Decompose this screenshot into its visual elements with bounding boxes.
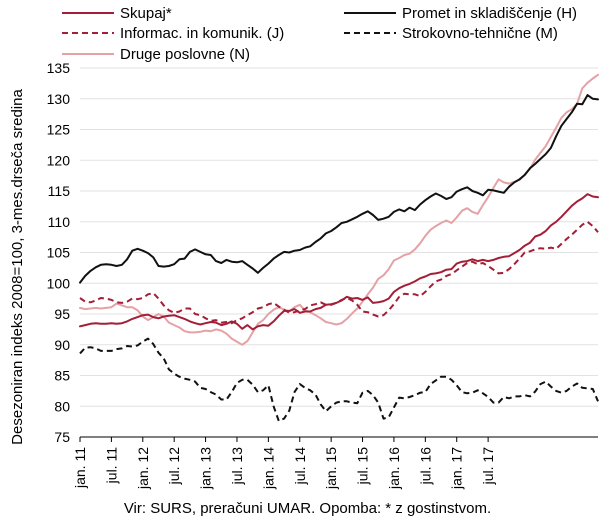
x-tick-label: jul. 14: [292, 447, 308, 486]
x-tick-label: jul. 12: [166, 447, 182, 486]
y-tick-label: 125: [47, 122, 71, 138]
x-tick-label: jan. 17: [449, 447, 465, 490]
y-tick-labels: 75 80 85 90 95 100 105 110 115 120 125 130 135: [47, 60, 71, 445]
x-tick-label: jan. 13: [198, 447, 214, 490]
x-tick-label: jan. 16: [386, 447, 402, 490]
series-line-1: [79, 94, 599, 284]
axes: [79, 436, 598, 442]
source-note: Vir: SURS, preračuni UMAR. Opomba: * z g…: [123, 500, 492, 517]
y-tick-label: 120: [47, 152, 71, 168]
y-tick-label: 90: [54, 337, 70, 353]
series-line-2: [79, 220, 599, 325]
gridlines: [80, 67, 598, 407]
series-line-4: [79, 73, 599, 346]
y-tick-label: 130: [47, 91, 71, 107]
x-tick-label: jan. 11: [72, 447, 88, 489]
x-tick-label: jan. 14: [260, 447, 276, 490]
y-axis-label: Desezoniran indeks 2008=100, 3-mes.drseč…: [9, 89, 26, 445]
x-tick-label: jul. 17: [480, 447, 496, 486]
y-tick-label: 135: [47, 60, 71, 76]
y-tick-label: 95: [54, 306, 70, 322]
legend-label: Druge poslovne (N): [120, 46, 250, 63]
legend-label: Skupaj*: [120, 5, 172, 22]
x-tick-label: jul. 13: [229, 447, 245, 486]
series-line-0: [79, 193, 599, 331]
y-tick-label: 115: [48, 183, 71, 199]
legend-label: Promet in skladiščenje (H): [402, 5, 577, 22]
y-tick-label: 105: [47, 245, 71, 261]
x-tick-label: jul. 16: [417, 447, 433, 486]
y-tick-label: 80: [54, 398, 70, 414]
x-tick-labels: jan. 11 jul. 11 jan. 12 jul. 12 jan. 13 jul. …: [72, 447, 496, 490]
x-tick-label: jul. 15: [355, 447, 371, 486]
series-layer: [79, 73, 599, 422]
y-tick-label: 110: [48, 214, 71, 230]
y-tick-label: 75: [54, 429, 70, 445]
legend-label: Strokovno-tehnične (M): [402, 25, 558, 42]
legend-label: Informac. in komunik. (J): [120, 25, 284, 42]
x-tick-label: jul. 11: [103, 447, 119, 485]
legend: Skupaj* Promet in skladiščenje (H) Informa…: [62, 5, 577, 63]
x-tick-label: jan. 12: [135, 447, 151, 490]
series-line-3: [79, 337, 599, 422]
y-tick-label: 85: [54, 368, 70, 384]
x-tick-label: jan. 15: [323, 447, 339, 490]
y-tick-label: 100: [47, 275, 71, 291]
